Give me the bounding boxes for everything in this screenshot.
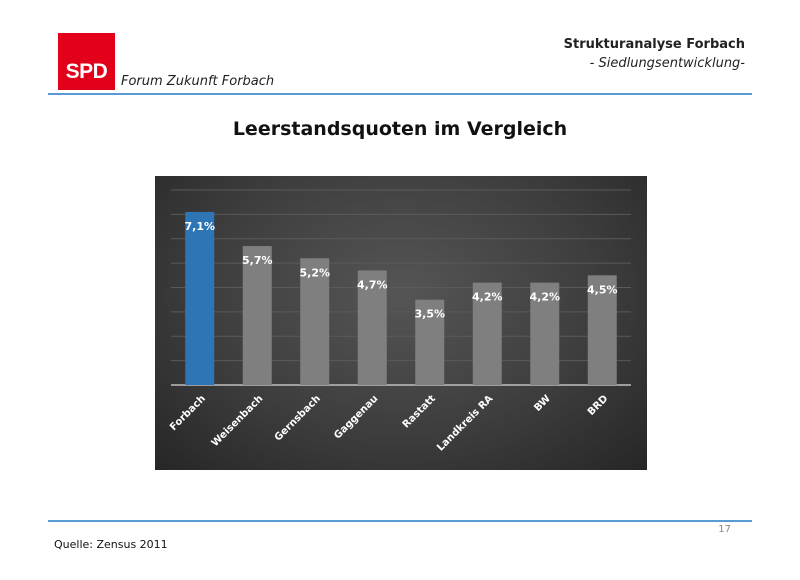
data-label: 5,7%: [242, 254, 273, 267]
bar: [185, 211, 215, 385]
bar: [587, 275, 617, 385]
bar-chart: 7,1% Forbach 5,7% Weisenbach 5,2% Gernsbach 4,…: [168, 189, 631, 453]
header-title: Strukturanalyse Forbach: [563, 37, 745, 52]
bar: [242, 246, 272, 385]
data-label: 5,2%: [299, 266, 330, 279]
data-label: 7,1%: [184, 220, 215, 233]
category-tick-label: Gaggenau: [332, 393, 380, 441]
category-tick-label: Forbach: [168, 393, 208, 433]
category-tick-label: BRD: [586, 393, 610, 417]
data-label: 3,5%: [414, 308, 445, 321]
bar: [472, 282, 502, 385]
header-divider: [48, 93, 752, 95]
spd-logo: SPD: [58, 33, 115, 90]
data-label: 4,7%: [357, 278, 388, 291]
footer-divider: [48, 520, 752, 522]
data-label: 4,2%: [472, 291, 503, 304]
data-label: 4,2%: [529, 291, 560, 304]
category-tick-label: Rastatt: [401, 393, 438, 430]
category-tick-label: BW: [532, 393, 553, 414]
bar: [300, 258, 330, 385]
chart-container: 7,1% Forbach 5,7% Weisenbach 5,2% Gernsbach 4,…: [155, 176, 647, 470]
bar: [357, 270, 387, 385]
data-label: 4,5%: [587, 283, 618, 296]
category-tick-label: Landkreis RA: [435, 393, 495, 453]
logo-text: SPD: [65, 60, 108, 83]
bar: [415, 299, 445, 385]
slide-title: Leerstandsquoten im Vergleich: [232, 118, 568, 140]
organization-name: Forum Zukunft Forbach: [121, 74, 275, 89]
category-tick-label: Gernsbach: [273, 393, 323, 443]
category-tick-label: Weisenbach: [210, 393, 266, 449]
page-number: 17: [718, 524, 731, 535]
source-note: Quelle: Zensus 2011: [54, 538, 168, 551]
bar: [530, 282, 560, 385]
header-subtitle: - Siedlungsentwicklung-: [589, 56, 745, 71]
